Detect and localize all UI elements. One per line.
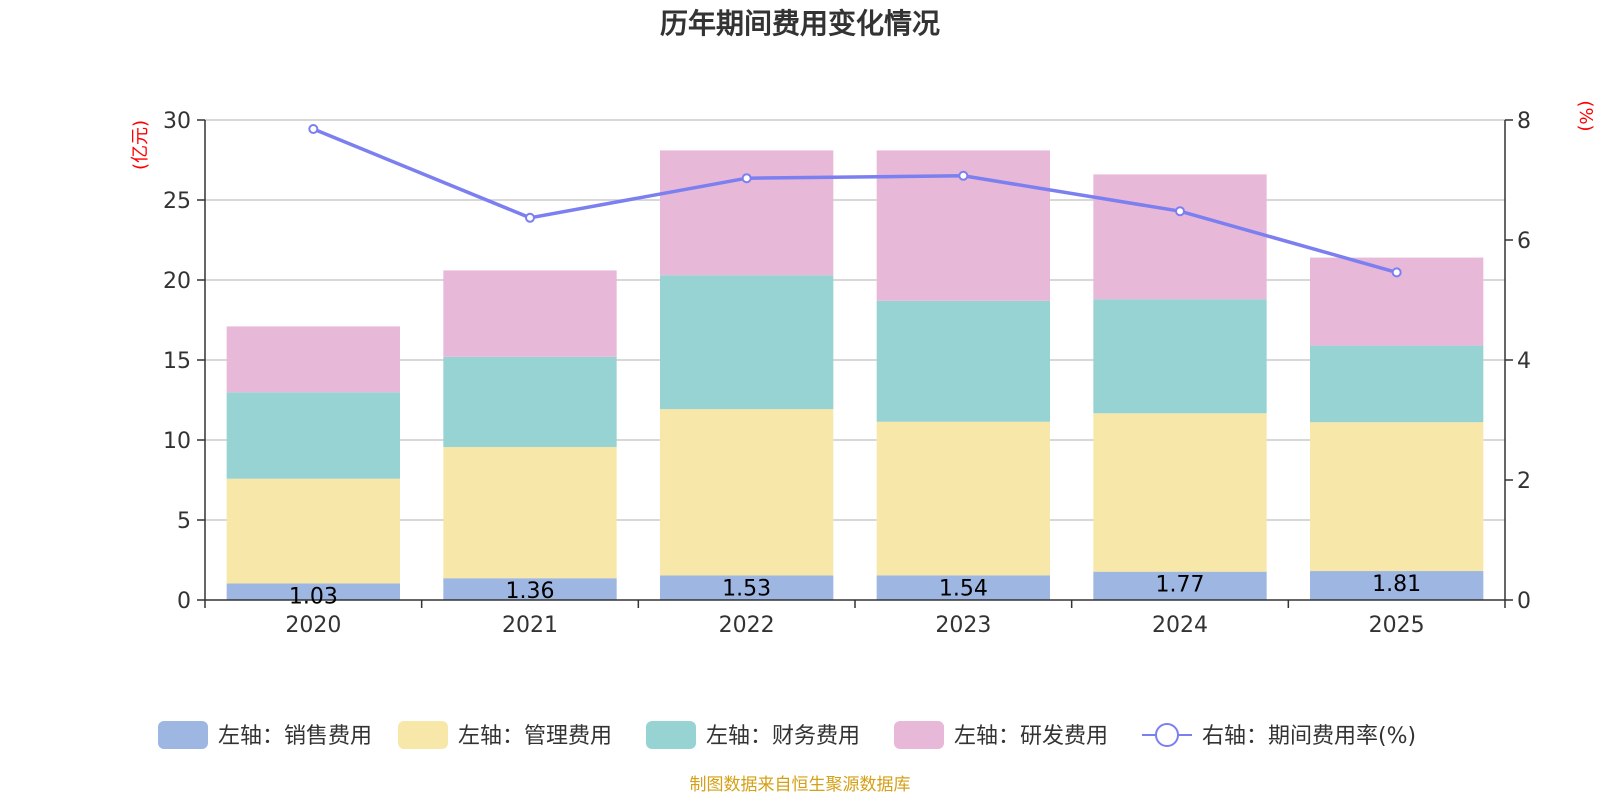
bar-segment [226,478,400,584]
left-tick-label: 10 [163,429,191,454]
legend-label: 左轴：销售费用 [218,724,372,749]
x-tick-label: 2024 [1152,613,1208,638]
rate-point [1391,267,1402,278]
bar-segment [226,583,400,600]
bar-layer [226,150,1484,600]
bar-segment [1310,571,1484,600]
left-tick-label: 0 [177,589,191,614]
legend-swatch [398,721,448,749]
bar-data-label: 1.36 [506,579,555,604]
data-label-layer: 1.03 1.36 1.53 1.54 1.77 1.81 [289,572,1421,609]
legend-item[interactable]: 左轴：研发费用 [894,721,1108,749]
bar-segment [660,150,834,276]
right-tick-label: 4 [1517,349,1531,374]
bar-segment [1310,345,1484,423]
bar-segment [876,300,1050,422]
bar-segment [443,270,617,357]
bar-segment [226,326,400,393]
bar-segment [660,275,834,410]
left-tick-label: 5 [177,509,191,534]
bar-segment [660,575,834,600]
x-tick-label: 2020 [285,613,341,638]
bar-data-label: 1.54 [939,576,988,601]
right-tick-label: 0 [1517,589,1531,614]
bar-segment [876,421,1050,576]
chart-title: 历年期间费用变化情况 [660,7,940,40]
bar-data-label: 1.03 [289,585,338,610]
bar-segment [876,575,1050,600]
right-tick-label: 8 [1517,109,1531,134]
legend-swatch [158,721,208,749]
left-tick-label: 25 [163,189,191,214]
legend-swatch [894,721,944,749]
rate-point [958,170,969,181]
x-tick-label: 2025 [1369,613,1425,638]
left-tick-label: 30 [163,109,191,134]
rate-line [312,127,1398,275]
bar-segment [226,392,400,479]
bar-segment [443,578,617,600]
legend-item[interactable]: 右轴：期间费用率(%) [1142,723,1416,749]
x-tick-label: 2021 [502,613,558,638]
bar-segment [1093,299,1267,414]
bar-segment [660,409,834,576]
bar-segment [443,356,617,448]
legend-label: 左轴：财务费用 [706,724,860,749]
grid-lines [205,119,1505,521]
bar-data-label: 1.77 [1156,573,1205,598]
bar-segment [1093,174,1267,300]
legend-label: 左轴：管理费用 [458,724,612,749]
right-tick-label: 6 [1517,229,1531,254]
rate-point [308,124,319,134]
legend-label: 左轴：研发费用 [954,724,1108,749]
left-tick-label: 20 [163,269,191,294]
right-tick-label: 2 [1517,469,1531,494]
legend[interactable]: 左轴：销售费用 左轴：管理费用 左轴：财务费用 左轴：研发费用 右轴：期间费用率(%) [158,721,1416,749]
legend-item[interactable]: 左轴：销售费用 [158,721,372,749]
bar-segment [1093,571,1267,600]
line-layer [308,124,1402,278]
legend-label: 右轴：期间费用率(%) [1202,724,1416,749]
right-axis-unit: (%) [1575,100,1596,131]
legend-item[interactable]: 左轴：财务费用 [646,721,860,749]
bar-segment [1093,413,1267,572]
legend-item[interactable]: 左轴：管理费用 [398,721,612,749]
legend-marker [1155,723,1179,747]
source-note: 制图数据来自恒生聚源数据库 [690,775,911,795]
bar-segment [443,447,617,579]
x-tick-label: 2022 [719,613,775,638]
legend-swatch [646,721,696,749]
rate-point [525,212,535,223]
bar-data-label: 1.53 [722,577,771,602]
rate-point [1175,206,1185,217]
left-tick-label: 15 [163,349,191,374]
x-tick-label: 2023 [935,613,991,638]
bar-segment [1310,422,1484,572]
bar-data-label: 1.81 [1372,572,1421,597]
left-axis-unit: (亿元) [130,120,151,170]
rate-point [741,173,752,184]
